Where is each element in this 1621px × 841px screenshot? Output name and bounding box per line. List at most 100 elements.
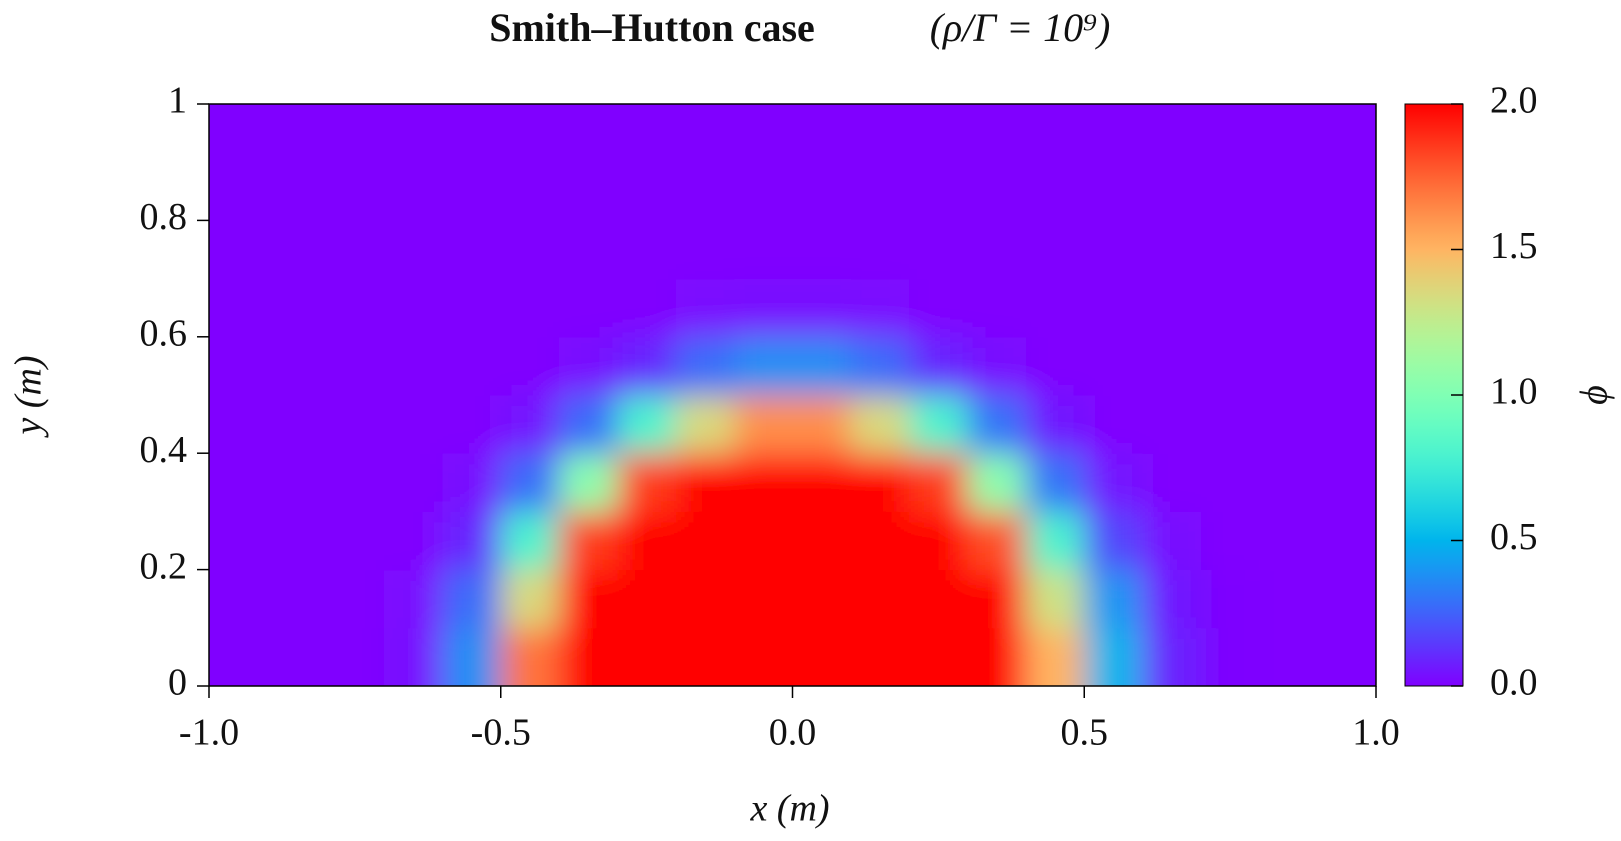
heatmap-cell <box>1259 162 1319 221</box>
heatmap-cell <box>1025 104 1085 163</box>
heatmap-cell <box>559 162 618 221</box>
heatmap-cell <box>850 104 910 163</box>
heatmap-cell <box>442 453 502 512</box>
heatmap-cell <box>1259 627 1319 686</box>
heatmap-cell <box>1317 104 1376 163</box>
heatmap-cell <box>384 627 443 686</box>
heatmap-cell <box>442 395 502 454</box>
heatmap-cell <box>1317 453 1376 512</box>
heatmap-cell <box>734 453 793 512</box>
y-tick-label: 1 <box>168 80 187 122</box>
heatmap-cell <box>734 162 793 221</box>
heatmap-cell <box>1025 220 1085 280</box>
heatmap-cell <box>209 104 268 163</box>
heatmap-cell <box>500 278 560 338</box>
x-tick-label: 1.0 <box>1352 712 1400 754</box>
heatmap-cell <box>1200 336 1260 396</box>
heatmap-cell <box>734 336 793 396</box>
heatmap-cell <box>1142 395 1202 454</box>
heatmap-cell <box>559 220 618 280</box>
heatmap-cell <box>617 569 677 629</box>
x-axis-label: x (m) <box>749 788 829 830</box>
heatmap-cell <box>325 627 385 686</box>
y-tick-label: 0 <box>168 662 187 704</box>
heatmap-cell <box>1142 104 1202 163</box>
heatmap-cell <box>734 627 793 686</box>
heatmap-cell <box>267 395 327 454</box>
heatmap-cell <box>325 336 385 396</box>
x-tick-label: 0.0 <box>769 712 817 754</box>
heatmap-cell <box>792 511 852 571</box>
heatmap-cell <box>559 627 618 686</box>
plot-area <box>209 104 1376 686</box>
heatmap-cell <box>1200 104 1260 163</box>
heatmap-cell <box>442 220 502 280</box>
heatmap-cell <box>617 162 677 221</box>
heatmap-cell <box>267 104 327 163</box>
heatmap-cell <box>500 162 560 221</box>
heatmap-cell <box>617 220 677 280</box>
heatmap-cell <box>442 162 502 221</box>
heatmap-cell <box>967 511 1027 571</box>
heatmap-cell <box>559 336 618 396</box>
heatmap-cell <box>909 627 969 686</box>
heatmap-cell <box>267 162 327 221</box>
colorbar-tick-label: 1.5 <box>1490 225 1538 267</box>
heatmap-cell <box>209 453 268 512</box>
heatmap-cell <box>1025 278 1085 338</box>
heatmap-cell <box>675 569 735 629</box>
heatmap-cell <box>850 453 910 512</box>
heatmap-cell <box>1317 627 1376 686</box>
heatmap-cell <box>442 336 502 396</box>
heatmap-cell <box>1259 569 1319 629</box>
heatmap-cell <box>325 220 385 280</box>
colorbar-tick-label: 0.0 <box>1490 662 1538 704</box>
heatmap-cell <box>1317 336 1376 396</box>
heatmap-cell <box>734 104 793 163</box>
heatmap-cell <box>1025 627 1085 686</box>
heatmap-cell <box>850 511 910 571</box>
heatmap-cell <box>384 162 443 221</box>
heatmap-cell <box>909 511 969 571</box>
heatmap-cell <box>1084 453 1144 512</box>
heatmap-cell <box>792 104 852 163</box>
heatmap-cell <box>1317 569 1376 629</box>
heatmap-cell <box>384 104 443 163</box>
heatmap-cell <box>1142 569 1202 629</box>
heatmap-cell <box>500 395 560 454</box>
heatmap-cell <box>384 569 443 629</box>
heatmap-cell <box>675 162 735 221</box>
heatmap-cell <box>967 395 1027 454</box>
x-tick-label: -0.5 <box>471 712 531 754</box>
heatmap-cell <box>675 278 735 338</box>
heatmap-cell <box>967 627 1027 686</box>
heatmap-cell <box>1084 104 1144 163</box>
heatmap-cell <box>1200 162 1260 221</box>
heatmap-cell <box>209 336 268 396</box>
heatmap-cell <box>617 336 677 396</box>
heatmap-cell <box>675 395 735 454</box>
heatmap-cell <box>850 220 910 280</box>
heatmap-cell <box>967 220 1027 280</box>
heatmap-cell <box>267 336 327 396</box>
heatmap-cell <box>384 453 443 512</box>
heatmap-cell <box>1084 511 1144 571</box>
heatmap-cell <box>500 453 560 512</box>
heatmap-cell <box>559 453 618 512</box>
chart-title-math: (ρ/Γ = 10⁹) <box>930 5 1111 50</box>
heatmap-cell <box>675 336 735 396</box>
heatmap-cell <box>209 278 268 338</box>
heatmap-cell <box>1200 278 1260 338</box>
heatmap-cell <box>967 104 1027 163</box>
heatmap-cell <box>617 395 677 454</box>
heatmap-cell <box>734 278 793 338</box>
heatmap-cell <box>267 453 327 512</box>
heatmap-cell <box>500 627 560 686</box>
heatmap-cell <box>1025 162 1085 221</box>
y-tick-label: 0.4 <box>140 429 188 471</box>
colorbar-label: ϕ <box>1574 385 1616 405</box>
heatmap-cell <box>209 569 268 629</box>
heatmap-cell <box>967 453 1027 512</box>
heatmap-cell <box>792 162 852 221</box>
